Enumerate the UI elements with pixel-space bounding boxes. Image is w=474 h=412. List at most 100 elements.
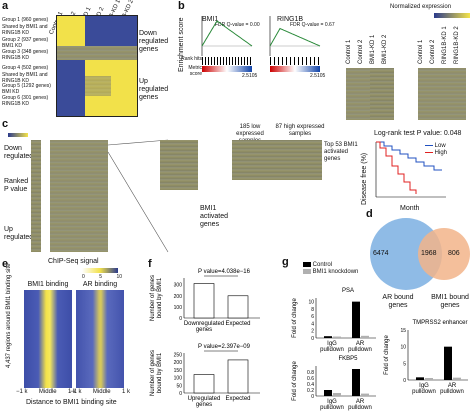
c-down-label: Down regulated: [4, 145, 34, 160]
g-category-label: AR: [356, 399, 365, 405]
f-ytick: 200: [174, 294, 183, 300]
g-ytick: 0.6: [307, 376, 314, 382]
g-category-label: AR: [356, 341, 365, 347]
c-zoom-connector: [107, 139, 169, 253]
panel-f-label: f: [148, 258, 152, 270]
g-ylabel: Fold of change: [292, 297, 298, 337]
e-xtick: 1 k: [67, 389, 76, 395]
f-ytick: 100: [174, 305, 183, 311]
a-group-label: Group 2 (937 genes) BMI1 KD: [2, 37, 49, 49]
c-km-ylabel: Disease free (%): [361, 152, 368, 205]
d-venn: [370, 218, 470, 290]
a-group-label: Group 5 (1292 genes) BMI KD: [2, 83, 51, 95]
d-venn-right-circle: [418, 228, 470, 280]
g-category-label: pulldown: [320, 347, 344, 353]
b-gsea1-curve: [201, 16, 253, 56]
b-gsea2-hits: [270, 57, 320, 65]
b-heat2-col: Control 2: [430, 39, 436, 64]
c-logrank: Log-rank test P value: 0.048: [374, 130, 462, 137]
a-group-label: Shared by BMI1 and RING1B KD: [2, 24, 48, 36]
g-legend-kd: BMI1 knockdown: [303, 269, 358, 276]
g-category-label: IgG: [419, 383, 429, 389]
d-right-count: 806: [448, 250, 460, 257]
b-gsea1-fdr: FDR Q-value = 0.00: [215, 22, 260, 28]
f-ytick: 0: [179, 316, 182, 322]
g-ytick: 0: [403, 378, 406, 384]
g-bar: [352, 369, 360, 396]
d-right-label: BMI1 bound genes: [431, 294, 469, 309]
e-xtick: −1 k: [70, 389, 82, 395]
g-category-label: IgG: [327, 399, 337, 405]
b-gsea2-title-text: RING1B: [277, 16, 304, 23]
e-xtick: 1 k: [121, 389, 130, 395]
g-ytick: 0.4: [307, 382, 314, 388]
panel-c-label: c: [2, 118, 9, 130]
g-bar: [333, 393, 341, 396]
b-gsea2-fdr: FDR Q-value = 0.67: [290, 22, 335, 28]
e-scale-tick: 5: [99, 274, 102, 280]
e-scale-bar: [82, 268, 118, 273]
f-category-label: Expected: [225, 396, 250, 402]
d-left-count: 6474: [373, 250, 389, 257]
c-legend-high-swatch: [425, 151, 433, 153]
g-ytick: 10: [308, 300, 314, 306]
a-group-label: Group 6 (301 genes) RING1B KD: [2, 95, 49, 107]
panel-g-label: g: [282, 256, 289, 268]
f-ytick: 300: [174, 283, 183, 289]
b-norm-expr-scale: [434, 13, 470, 18]
g-chart-title: PSA: [342, 288, 354, 294]
e-xtick: −1 k: [16, 389, 28, 395]
g-category-label: pulldown: [320, 405, 344, 411]
panel-a-heatmap: [56, 15, 138, 117]
c-km-legend: Low High: [425, 143, 465, 157]
e-scale-ticks: 0 5 10: [82, 274, 122, 280]
g-ytick: 0: [311, 394, 314, 400]
f-category-label: Upregulated: [188, 396, 221, 402]
f-bar: [193, 374, 215, 394]
b-gsea2-metric: [270, 66, 320, 72]
g-category-label: AR: [448, 383, 457, 389]
c-top53-label: Top 53 BMI1 activated genes: [324, 142, 358, 162]
a-group-label: Group 4 (502 genes): [2, 65, 49, 71]
f-ylabel: Number of genes: [150, 350, 156, 396]
e-xticks-2: −1 k Middle 1 k: [70, 389, 130, 396]
g-legend: Control BMI1 knockdown: [303, 262, 358, 276]
e-heatmap-ar: [76, 290, 124, 388]
panel-d-label: d: [366, 208, 373, 220]
e-heatmap-bmi1: [24, 290, 72, 388]
b-norm-expr-label: Normalized expression: [390, 4, 452, 10]
e-xtick: Middle: [92, 389, 111, 395]
g-legend-control-text: Control: [312, 262, 333, 269]
b-heat1-col: Control 1: [346, 39, 352, 64]
b-metric-label: Metric score: [188, 65, 202, 77]
f-ytick: 250: [174, 353, 183, 359]
g-bar: [352, 301, 360, 338]
c-scale-bar: [8, 133, 28, 137]
b-heat2-col: Control 1: [418, 39, 424, 64]
f-bar: [227, 295, 249, 319]
b-gsea1-hits: [202, 57, 252, 65]
g-legend-control: Control: [303, 262, 358, 269]
panel-e-label: e: [2, 258, 9, 270]
c-km-plot: [375, 141, 446, 198]
b-gsea2-xtick: 2.5105: [310, 73, 326, 79]
d-overlap-count: 1968: [421, 250, 437, 257]
a-up-label: Up regulated genes: [139, 78, 169, 101]
c-sample-heatmap: [232, 140, 322, 180]
b-gsea-title-2: RING1B: [277, 8, 337, 23]
d-venn-left-circle: [370, 218, 442, 290]
g-ytick: 0.2: [307, 388, 314, 394]
f-ytick: 150: [174, 368, 183, 374]
e-scale-tick: 0: [82, 274, 85, 280]
g-bar: [361, 335, 369, 338]
km-low-line: [376, 141, 442, 171]
g-category-label: pulldown: [412, 389, 436, 395]
g-bar: [453, 377, 461, 380]
c-zoom-heatmap: [160, 140, 198, 190]
panel-a-label: a: [2, 0, 9, 12]
b-heat2-col: RING1B-KD 2: [454, 26, 460, 64]
